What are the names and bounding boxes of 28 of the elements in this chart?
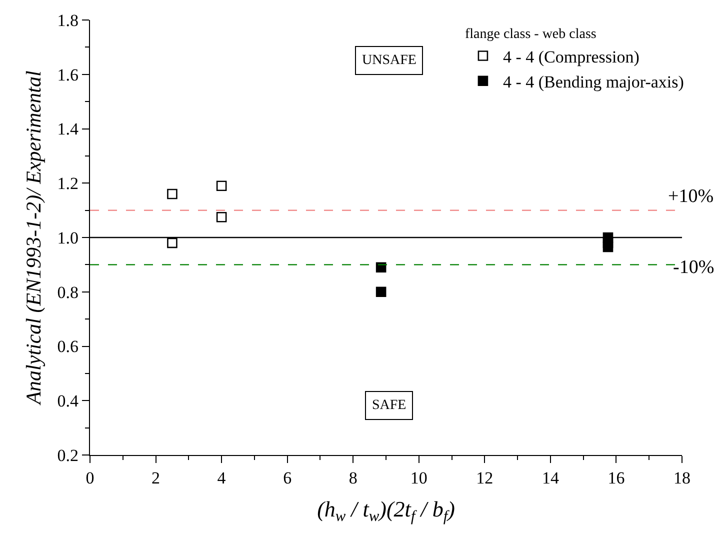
x-tick-label: 8 [348,468,358,488]
y-tick-label: 1.0 [57,228,78,248]
y-tick-label: 1.8 [57,10,78,30]
x-tick-label: 10 [410,468,428,488]
y-tick-label: 1.6 [57,65,78,84]
annotation: +10% [668,186,714,207]
x-tick-label: 6 [283,468,292,488]
x-tick-label: 12 [476,468,494,488]
x-tick-label: 16 [608,468,625,488]
y-tick-label: 0.6 [57,337,78,356]
y-tick-label: 0.2 [57,446,78,465]
x-tick-label: 2 [152,468,160,488]
x-tick-label: 0 [86,468,94,488]
y-tick-label: 1.4 [57,120,79,139]
text: (h$_{w}$ / t$_{w}$)(2t$_{f}$ / b$_{f}$) [317,496,455,526]
x-tick-label: 14 [542,468,560,488]
y-tick-label: 0.4 [57,392,79,411]
x-tick-label: 18 [674,468,690,488]
legend-label: 4 - 4 (Bending major-axis) [502,72,684,92]
y-tick-label: 0.8 [57,282,78,302]
annotation: SAFE [372,398,406,413]
y-tick-label: 1.2 [57,174,78,194]
legend-label: 4 - 4 (Compression) [502,47,640,66]
x-tick-label: 4 [217,468,226,488]
legend-title: flange class - web class [464,27,596,42]
annotation: -10% [673,257,714,278]
annotation: UNSAFE [362,53,416,68]
y-axis-title: Analytical (EN1993-1-2)/ Experimental [21,70,46,406]
